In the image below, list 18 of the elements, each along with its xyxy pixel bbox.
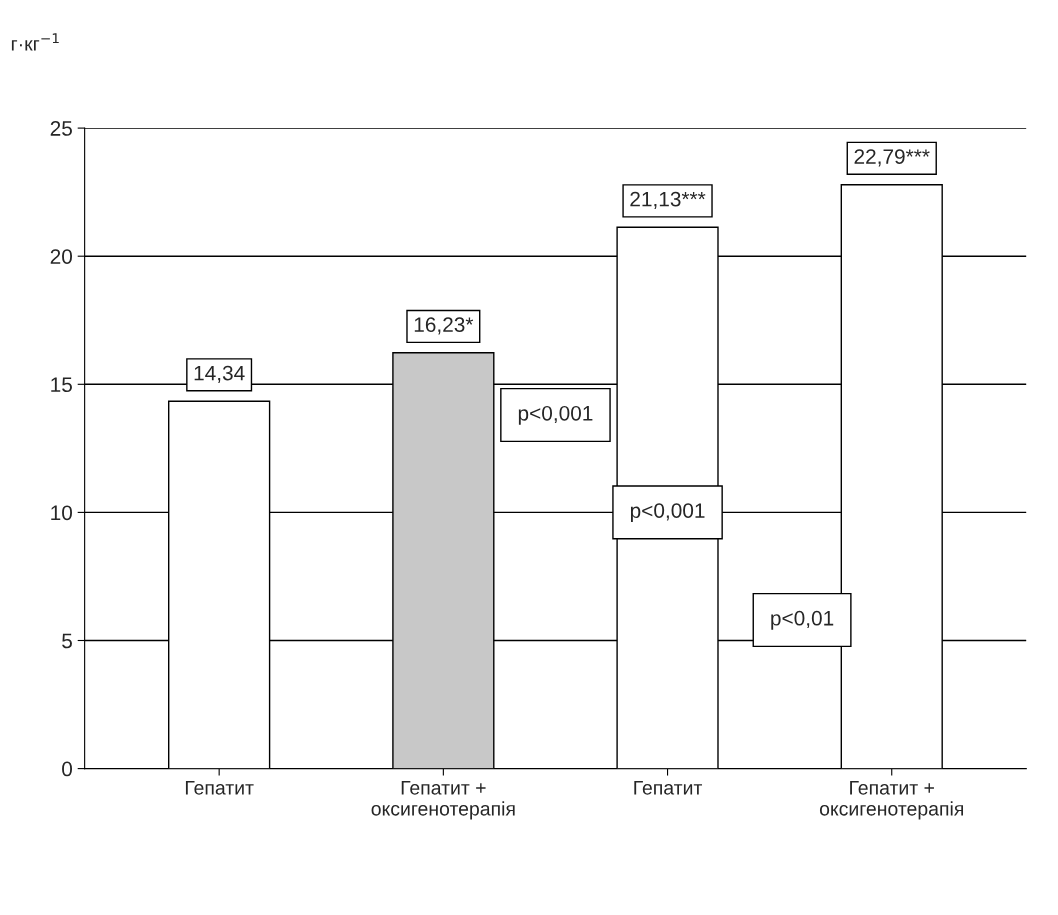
y-tick-label: 15 <box>51 377 72 393</box>
annotation: p<0,01 <box>771 610 834 630</box>
annotation: p<0,001 <box>518 405 593 425</box>
data-label: 14,34 <box>194 365 245 383</box>
y-tick-label: 0 <box>62 761 73 777</box>
x-tick-label: Гепатит + оксигенотерапія <box>371 781 515 820</box>
x-tick-label: Гепатит <box>185 781 254 795</box>
x-tick-label: Гепатит <box>634 781 703 795</box>
x-tick-label: Гепатит + оксигенотерапія <box>819 781 964 820</box>
y-tick-label: 20 <box>50 249 73 264</box>
data-label: 16,23* <box>414 317 474 335</box>
y-tick-label: 10 <box>51 505 73 521</box>
y-axis-title: г·кг$^{−1}$ <box>11 33 59 51</box>
annotation: p<0,001 <box>630 503 705 523</box>
y-tick-label: 5 <box>62 633 72 649</box>
data-label: 22,79*** <box>854 149 930 167</box>
data-label: 21,13*** <box>630 191 706 209</box>
y-tick-label: 25 <box>50 121 72 136</box>
